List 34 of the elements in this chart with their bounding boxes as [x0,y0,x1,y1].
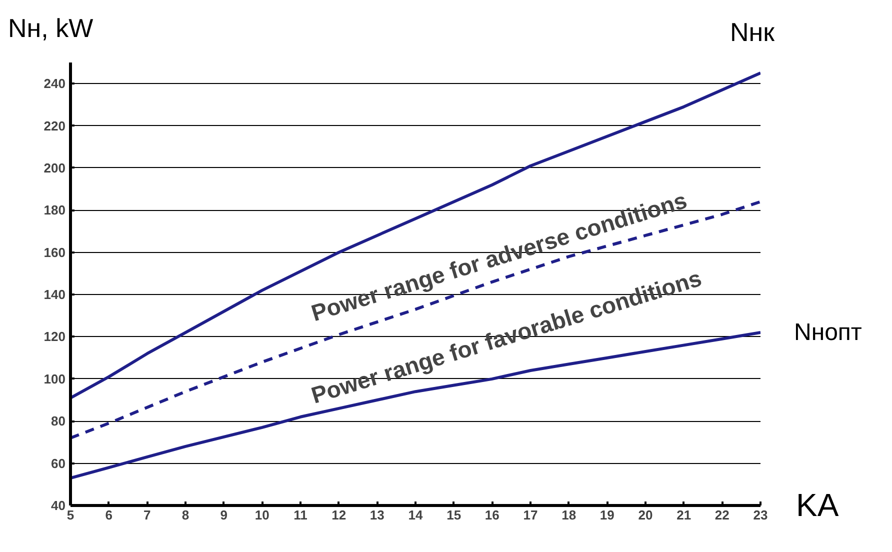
x-tick-label: 11 [294,508,308,522]
x-tick-label: 23 [753,508,768,522]
x-tick-label: 12 [332,508,346,522]
x-tick-label: 21 [676,508,692,522]
series-label: Nнк [730,16,775,49]
x-tick-label: 7 [144,508,151,522]
x-tick-label: 5 [66,508,74,522]
y-tick-label: 200 [44,160,66,176]
x-tick-label: 18 [562,508,576,522]
y-tick-label: 80 [51,414,66,429]
y-tick-label: 60 [51,456,66,471]
x-axis-title: KА [796,486,839,525]
x-tick-label: 16 [484,508,500,522]
x-tick-label: 22 [714,508,730,522]
y-tick-label: 140 [44,287,66,302]
y-axis-title: Nн, kW [8,12,94,45]
y-tick-label: 180 [44,202,66,218]
x-tick-label: 9 [220,508,228,522]
y-tick-label: 40 [51,498,66,513]
x-tick-label: 15 [446,508,462,522]
x-tick-label: 14 [408,508,424,522]
x-tick-label: 17 [523,508,538,522]
y-tick-label: 100 [44,371,66,386]
x-tick-label: 20 [638,508,653,522]
y-tick-label: 160 [44,244,66,260]
y-tick-label: 220 [44,118,66,134]
y-tick-label: 120 [44,329,66,344]
x-tick-label: 8 [182,508,190,522]
series-label: Nнопт [794,318,862,348]
x-tick-label: 19 [600,508,614,522]
y-tick-label: 240 [44,76,66,92]
x-tick-label: 6 [105,508,112,522]
x-tick-label: 13 [370,508,384,522]
x-tick-label: 10 [254,508,270,522]
